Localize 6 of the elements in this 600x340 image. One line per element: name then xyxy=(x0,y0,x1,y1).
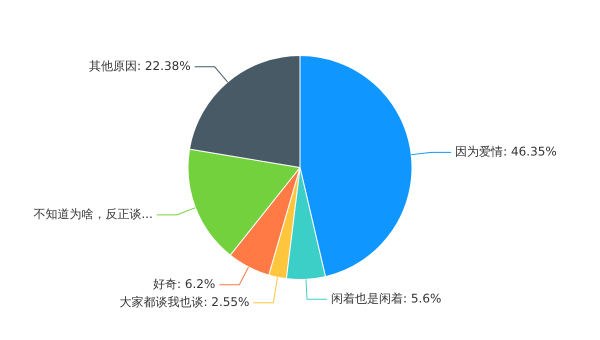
slice-label: 其他原因: 22.38% xyxy=(89,58,191,73)
slice-label: 因为爱情: 46.35% xyxy=(455,144,557,159)
slice-label: 不知道为啥，反正谈... xyxy=(33,206,153,221)
slice-label: 闲着也是闲着: 5.6% xyxy=(331,291,442,306)
slice-label: 大家都谈我也谈: 2.55% xyxy=(119,294,250,309)
slice-label: 好奇: 6.2% xyxy=(152,276,216,291)
